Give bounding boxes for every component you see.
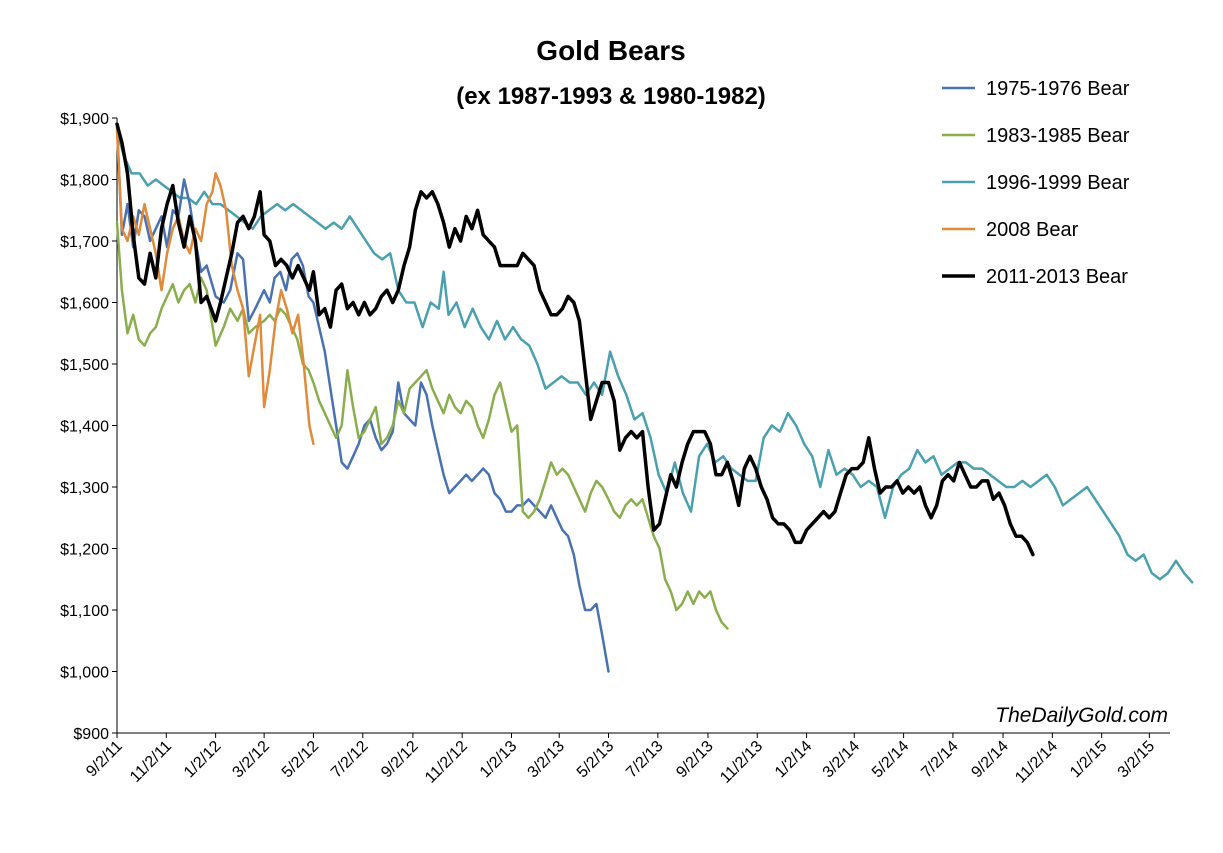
series-layer [115,122,1194,673]
legend-label: 2008 Bear [986,219,1079,241]
y-tick-label: $1,500 [60,357,109,374]
watermark-text: TheDailyGold.com [995,704,1168,727]
legend: 1975-1976 Bear 1983-1985 Bear 1996-1999 Be… [942,78,1130,288]
legend-label: 1975-1976 Bear [986,78,1130,100]
y-tick-label: $1,000 [60,665,109,682]
y-tick-label: $1,300 [60,480,109,497]
y-tick-label: $1,400 [60,419,109,436]
legend-label: 1983-1985 Bear [986,125,1130,147]
chart-title: Gold Bears [536,35,685,66]
series-line-2008-bear [115,129,315,446]
legend-label: 1996-1999 Bear [986,172,1130,194]
chart-subtitle: (ex 1987-1993 & 1980-1982) [456,83,766,110]
y-tick-label: $1,600 [60,296,109,313]
series-line-1996-1999-bear [115,129,1194,584]
legend-label: 2011-2013 Bear [986,266,1128,288]
y-tick-label: $1,100 [60,603,109,620]
series-line-1983-1985-bear [115,221,729,630]
y-tick-label: $1,200 [60,542,109,559]
y-tick-label: $900 [73,726,109,743]
y-tick-label: $1,700 [60,234,109,251]
series-line-2011-2013-bear [115,122,1035,557]
y-tick-label: $1,900 [60,111,109,128]
y-tick-label: $1,800 [60,173,109,190]
